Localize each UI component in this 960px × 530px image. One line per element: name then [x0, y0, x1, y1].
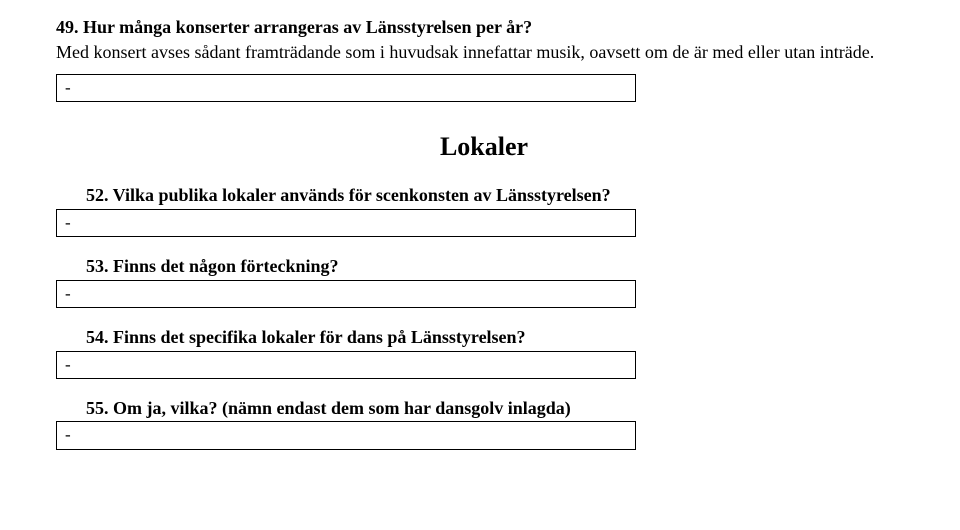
answer-55-text: - — [65, 425, 71, 444]
question-49-description: Med konsert avses sådant framträdande so… — [56, 41, 912, 64]
question-52-title: 52. Vilka publika lokaler används för sc… — [86, 184, 912, 207]
section-heading-lokaler: Lokaler — [56, 132, 912, 162]
question-52-wrap: 52. Vilka publika lokaler används för sc… — [86, 184, 912, 450]
answer-53-text: - — [65, 284, 71, 303]
answer-49-text: - — [65, 78, 71, 97]
answer-box-55: - — [56, 421, 636, 449]
answer-box-53: - — [56, 280, 636, 308]
answer-54-text: - — [65, 355, 71, 374]
answer-box-49: - — [56, 74, 636, 102]
question-53-title: 53. Finns det någon förteckning? — [86, 255, 912, 278]
answer-box-54: - — [56, 351, 636, 379]
answer-52-text: - — [65, 213, 71, 232]
question-54-title: 54. Finns det specifika lokaler för dans… — [86, 326, 912, 349]
answer-box-52: - — [56, 209, 636, 237]
question-49: 49. Hur många konserter arrangeras av Lä… — [56, 16, 912, 64]
question-55-title: 55. Om ja, vilka? (nämn endast dem som h… — [86, 397, 912, 420]
question-49-title: 49. Hur många konserter arrangeras av Lä… — [56, 16, 912, 39]
